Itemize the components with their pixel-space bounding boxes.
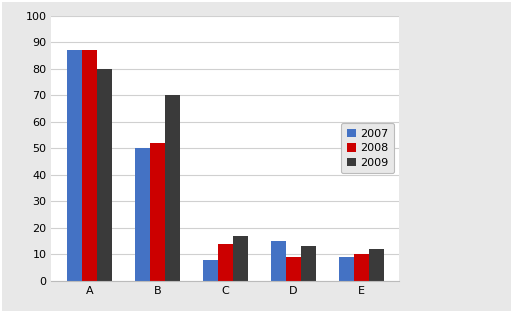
Bar bbox=[271, 241, 286, 281]
Bar bbox=[203, 260, 218, 281]
Bar bbox=[82, 50, 97, 281]
Bar bbox=[150, 143, 165, 281]
Legend: 2007, 2008, 2009: 2007, 2008, 2009 bbox=[341, 123, 394, 173]
Bar bbox=[286, 257, 301, 281]
Bar bbox=[165, 95, 180, 281]
Bar bbox=[339, 257, 354, 281]
Bar bbox=[354, 254, 369, 281]
Bar bbox=[67, 50, 82, 281]
Bar bbox=[218, 244, 233, 281]
Bar bbox=[369, 249, 383, 281]
Bar bbox=[233, 236, 248, 281]
Bar bbox=[135, 148, 150, 281]
Bar bbox=[97, 69, 112, 281]
Bar bbox=[301, 246, 315, 281]
